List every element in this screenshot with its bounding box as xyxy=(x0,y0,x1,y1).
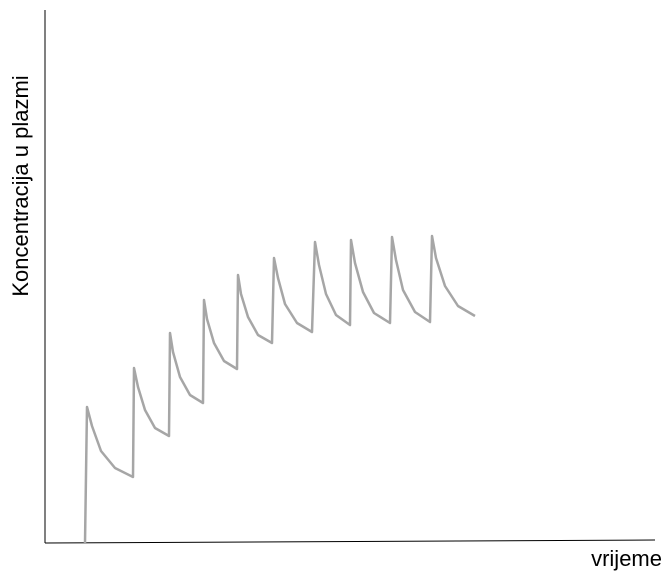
y-axis-label: Koncentracija u plazmi xyxy=(8,75,33,296)
x-axis-label: vrijeme xyxy=(591,546,662,571)
x-axis xyxy=(44,539,656,544)
concentration-line xyxy=(83,234,476,544)
